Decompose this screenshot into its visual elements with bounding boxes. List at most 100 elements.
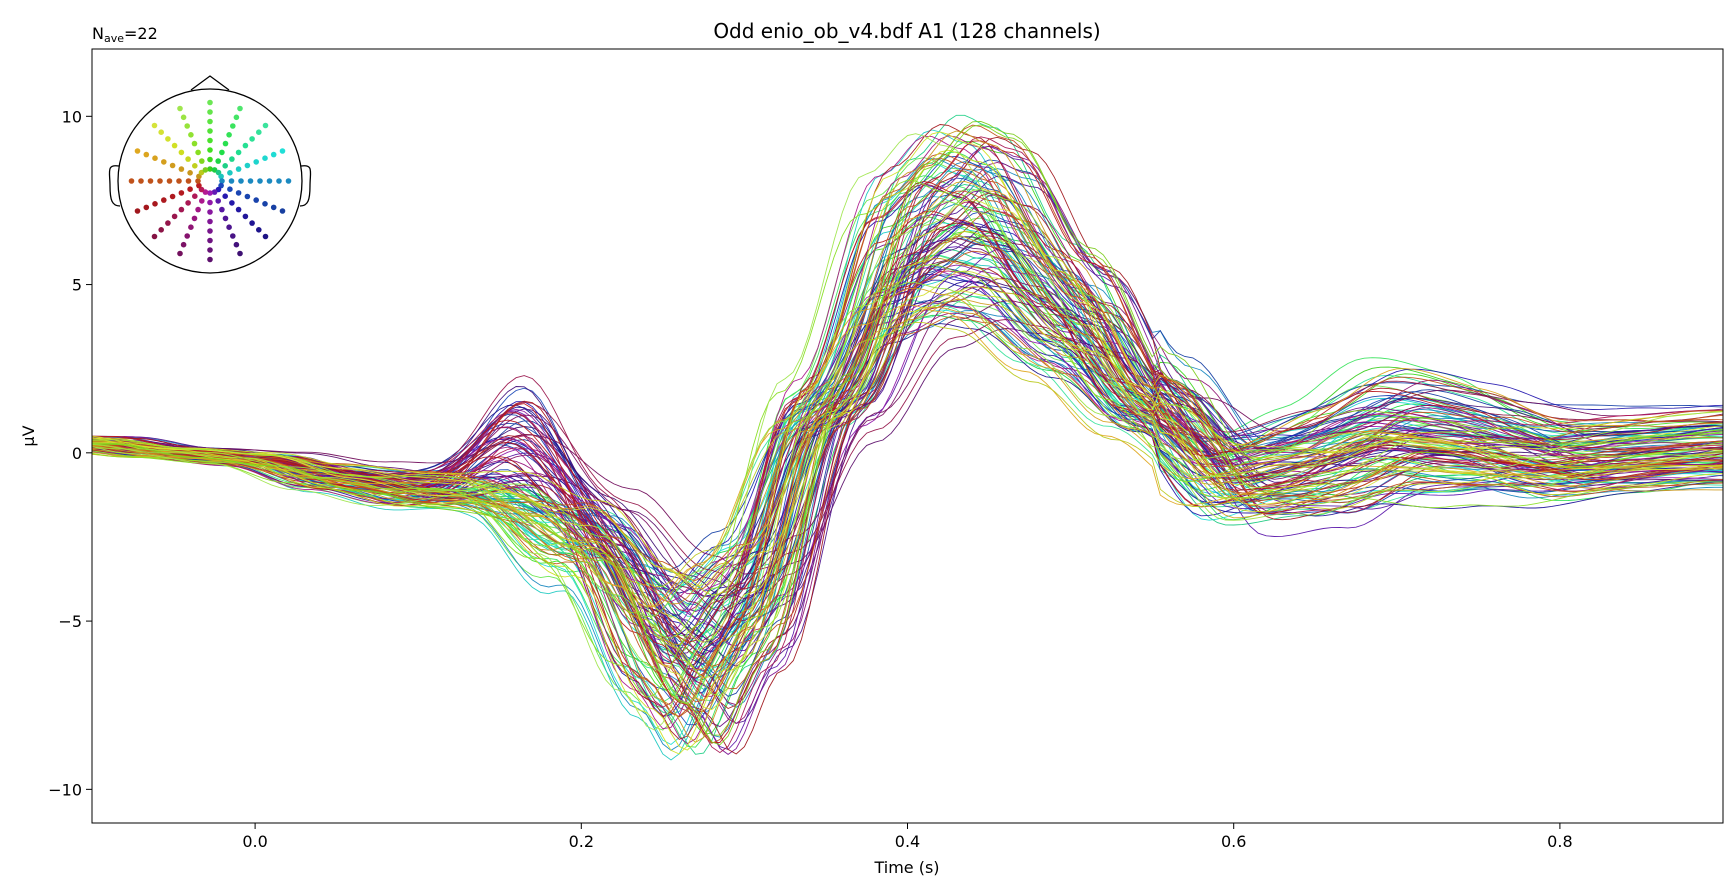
y-tick-label: 10	[62, 107, 82, 126]
sensor-dot	[226, 132, 232, 138]
sensor-dot	[151, 233, 158, 240]
channel-trace	[91, 222, 1724, 679]
sensor-dot	[207, 166, 213, 172]
sensor-dot	[211, 189, 218, 195]
sensor-dot	[247, 178, 254, 184]
y-tick-label: −5	[58, 612, 82, 631]
sensor-dot	[143, 151, 150, 158]
sensor-dot	[285, 178, 292, 184]
sensor-dot	[238, 178, 244, 184]
sensor-dot	[215, 198, 221, 204]
channel-trace	[91, 189, 1724, 697]
sensor-dot	[207, 109, 213, 115]
sensor-dot	[169, 162, 176, 169]
sensor-dot	[242, 213, 249, 220]
nave-subscript: ave	[104, 32, 124, 45]
channel-trace	[91, 264, 1723, 639]
sensor-dot	[235, 206, 242, 213]
sensor-dot	[207, 128, 213, 134]
sensor-dot	[279, 208, 286, 214]
sensor-dot	[207, 218, 213, 225]
nave-suffix: =22	[124, 24, 158, 43]
sensor-dot	[257, 178, 263, 184]
nose-outline	[190, 75, 230, 91]
channel-trace	[92, 120, 1724, 736]
sensor-dot	[207, 156, 213, 163]
sensor-dot	[195, 149, 201, 156]
sensor-dot	[279, 148, 286, 154]
sensor-dot	[207, 247, 213, 253]
sensor-dot	[166, 178, 173, 184]
nave-annotation: Nave=22	[92, 24, 158, 45]
sensor-dot	[249, 136, 255, 142]
sensor-dot	[188, 224, 194, 230]
channel-traces	[91, 114, 1724, 761]
sensor-dot	[178, 190, 185, 196]
sensor-dot	[262, 155, 268, 161]
sensor-dot	[143, 204, 150, 211]
sensor-dot	[228, 178, 235, 184]
sensor-dot	[195, 178, 201, 184]
channel-trace	[91, 282, 1724, 618]
sensor-dot	[207, 190, 213, 196]
sensor-dot	[177, 250, 183, 257]
x-axis-label: Time (s)	[873, 858, 939, 877]
x-tick-label: 0.6	[1221, 832, 1246, 851]
sensor-dot	[235, 149, 242, 156]
sensor-dot	[158, 129, 164, 135]
channel-trace	[91, 149, 1724, 751]
sensor-dot	[244, 193, 251, 200]
sensor-dot	[229, 200, 235, 206]
x-tick-label: 0.8	[1547, 832, 1572, 851]
sensor-dot	[237, 250, 243, 257]
sensor-dot	[207, 118, 213, 125]
sensor-dot	[196, 182, 202, 189]
sensor-dot	[255, 227, 262, 233]
sensor-dot	[207, 256, 213, 263]
sensor-dot	[180, 114, 187, 121]
sensor-dot	[171, 142, 178, 149]
sensor-dot	[253, 159, 259, 165]
channel-trace	[91, 200, 1724, 704]
sensor-dot	[207, 137, 213, 144]
sensor-dot	[233, 114, 240, 121]
sensor-dot	[185, 156, 191, 162]
channel-trace	[91, 199, 1724, 711]
channel-trace	[91, 270, 1724, 643]
sensor-dot	[215, 158, 221, 164]
channel-trace	[91, 124, 1724, 746]
chart-title: Odd enio_ob_v4.bdf A1 (128 channels)	[713, 19, 1100, 43]
sensor-dot	[185, 200, 191, 206]
sensor-dot	[192, 163, 198, 169]
y-tick-label: 0	[72, 444, 82, 463]
sensor-dot	[227, 186, 233, 192]
x-tick-label: 0.0	[242, 832, 267, 851]
sensor-dot	[180, 241, 187, 248]
sensor-dot	[134, 148, 141, 154]
x-axis-ticks: 0.0 0.2 0.4 0.6 0.8	[242, 823, 1573, 851]
sensor-dot	[266, 178, 273, 184]
sensor-dot	[147, 178, 154, 184]
sensor-dot	[219, 178, 225, 184]
sensor-dot	[158, 227, 164, 233]
nave-prefix: N	[92, 24, 104, 43]
sensor-dot	[202, 167, 209, 173]
sensor-dot	[222, 163, 228, 169]
sensor-dot	[152, 201, 158, 207]
sensor-dot	[161, 197, 167, 203]
sensor-dot	[233, 241, 240, 248]
channel-trace	[91, 286, 1724, 596]
sensor-dot	[222, 215, 229, 222]
sensor-dot	[161, 159, 167, 165]
sensor-dot	[253, 197, 259, 203]
sensor-layout-legend	[108, 75, 312, 274]
sensor-dot	[157, 178, 163, 184]
sensor-dot	[235, 190, 242, 196]
sensor-dot	[255, 129, 262, 135]
sensor-dot	[207, 209, 213, 215]
sensor-dot	[270, 151, 277, 158]
sensor-dot	[270, 204, 277, 211]
channel-trace	[91, 133, 1724, 731]
sensor-dot	[207, 99, 213, 106]
